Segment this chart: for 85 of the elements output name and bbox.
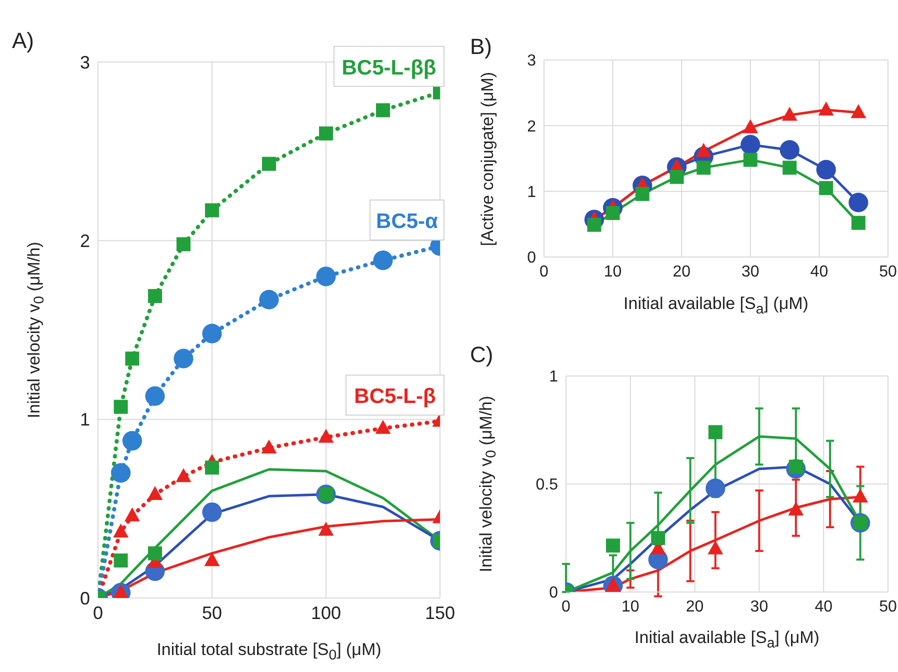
point (852, 488, 868, 503)
x-tick-label: 30 (742, 263, 760, 280)
y-tick-label: 1 (527, 184, 536, 202)
y-tick-label: 2 (80, 231, 90, 252)
point (848, 192, 868, 212)
point (743, 152, 758, 167)
point (204, 552, 220, 566)
point (122, 430, 142, 451)
y-tick-label: 1 (549, 368, 558, 386)
x-axis-title: Initial available [S$_{a}$] (μM) (622, 294, 810, 318)
series-label: BC5-L-β (354, 385, 436, 408)
y-axis-title: [Active conjugate] (μM) (478, 71, 498, 246)
point (316, 266, 336, 286)
x-tick-label: 40 (810, 263, 828, 280)
point (113, 523, 128, 538)
y-tick-label: 2 (527, 118, 536, 136)
x-tick-label: 150 (424, 602, 456, 623)
point (850, 104, 866, 118)
point (375, 420, 391, 434)
x-tick-label: 20 (686, 598, 704, 616)
point (708, 425, 722, 440)
series-label: BC5-L-ββ (342, 56, 436, 80)
point (176, 468, 192, 482)
x-tick-label: 0 (92, 602, 104, 623)
point (202, 324, 222, 344)
point (782, 160, 797, 175)
x-tick-label: 100 (310, 602, 342, 623)
x-axis-title: Initial available [S$_{a}$] (μM) (634, 628, 820, 652)
point (319, 126, 333, 140)
point (373, 250, 393, 270)
x-tick-label: 50 (202, 602, 222, 623)
y-tick-label: 3 (527, 52, 536, 70)
y-tick-label: 0 (527, 250, 536, 267)
point (145, 386, 165, 406)
point (148, 546, 162, 560)
x-tick-label: 0 (562, 598, 571, 616)
point (174, 348, 194, 368)
point (261, 440, 277, 454)
point (147, 486, 163, 500)
point (205, 460, 219, 475)
chart-title: A) (12, 28, 34, 54)
point (740, 134, 760, 155)
point (125, 352, 140, 366)
point (670, 170, 684, 184)
x-tick-label: 50 (879, 263, 897, 280)
y-tick-label: 0 (549, 584, 558, 602)
point (788, 502, 804, 516)
point (114, 400, 128, 414)
point (742, 119, 758, 134)
point (818, 102, 834, 116)
y-tick-label: 3 (80, 52, 90, 72)
point (851, 216, 866, 230)
point (318, 428, 334, 443)
point (606, 538, 620, 553)
point (114, 553, 128, 568)
point (124, 507, 140, 522)
x-tick-label: 20 (672, 263, 691, 280)
point (111, 463, 131, 483)
x-tick-label: 50 (879, 598, 897, 616)
x-axis-title: Initial total substrate [S$_{0}$] (μM) (156, 640, 382, 664)
x-tick-label: 30 (750, 598, 768, 616)
point (262, 156, 276, 171)
point (635, 186, 650, 201)
chart-title: B) (470, 34, 492, 60)
point (780, 140, 800, 160)
point (318, 522, 334, 536)
y-tick-label: 0.5 (536, 476, 558, 494)
point (259, 290, 279, 310)
point (819, 181, 834, 196)
point (176, 237, 190, 252)
x-tick-label: 10 (604, 263, 622, 280)
point (148, 289, 162, 304)
series-label: BC5-α (376, 210, 438, 234)
point (205, 203, 219, 218)
point (376, 103, 390, 118)
point (816, 160, 836, 180)
point (696, 160, 711, 175)
point (782, 106, 798, 121)
point (706, 478, 726, 498)
x-tick-label: 10 (622, 598, 640, 616)
chart-title: C) (470, 342, 494, 368)
y-tick-label: 1 (80, 410, 90, 430)
point (202, 502, 222, 522)
x-tick-label: 40 (814, 598, 833, 616)
point (708, 540, 724, 554)
